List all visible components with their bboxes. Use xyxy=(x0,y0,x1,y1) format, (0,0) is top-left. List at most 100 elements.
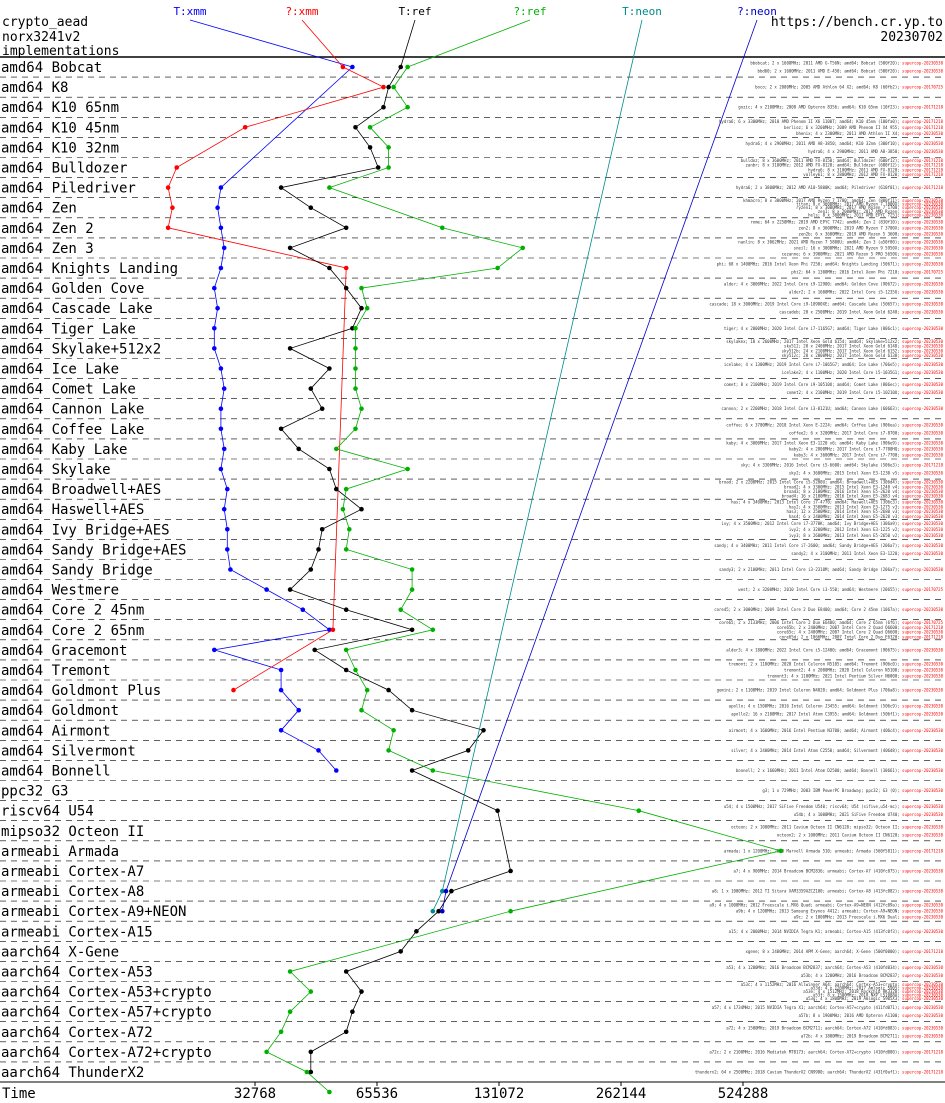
row-label: amd64 Zen 3 xyxy=(1,241,94,257)
machine-detail: titan; 8 x 3600MHz; 2017 AMD Ryzen 7 180… xyxy=(796,202,944,207)
machine-detail: boco; 2 x 2000MHz; 2005 AMD Athlon 64 X2… xyxy=(755,85,943,90)
machine-detail: icelake2; 4 x 1100MHz; 2020 Intel Core i… xyxy=(782,370,944,375)
data-point xyxy=(414,929,419,934)
data-point xyxy=(225,547,230,552)
machine-detail: thunderx2; 64 x 2500MHz; 2018 Cavium Thu… xyxy=(695,1070,944,1075)
series-line xyxy=(280,66,512,1072)
data-point xyxy=(350,64,355,70)
row-label: amd64 K10 45nm xyxy=(1,120,119,136)
data-point xyxy=(221,506,227,512)
machine-detail: sandy; 4 x 3400MHz; 2011 Intel Core i7-2… xyxy=(714,543,943,548)
x-tick-label: 32768 xyxy=(234,1086,276,1102)
data-point xyxy=(308,989,314,994)
data-point xyxy=(308,567,314,572)
row-label: riscv64 U54 xyxy=(1,804,94,820)
data-point xyxy=(381,104,386,110)
machine-detail: a9b; 4 x 1200MHz; 2013 Samsung Exynos 44… xyxy=(736,909,944,914)
row-label: amd64 Piledriver xyxy=(1,181,136,197)
row-label: amd64 Core 2 65nm xyxy=(1,623,144,639)
data-point xyxy=(312,647,318,653)
data-point xyxy=(327,466,332,472)
data-point xyxy=(340,64,346,70)
data-point xyxy=(440,908,445,914)
data-point xyxy=(225,486,230,492)
machine-detail: bulldoz; 8 x 3600MHz; 2011 AMD FX-8150; … xyxy=(741,158,944,163)
data-point xyxy=(364,305,370,311)
data-point xyxy=(386,145,391,150)
data-point xyxy=(409,707,415,713)
data-point xyxy=(212,346,217,351)
x-tick-label: 131072 xyxy=(474,1086,525,1102)
header-date: 20230702 xyxy=(880,30,943,45)
data-point xyxy=(343,607,349,612)
machine-detail: hydra6; 4 x 2900MHz; 2011 AMD A8-3850; a… xyxy=(746,141,944,146)
data-point xyxy=(405,104,410,110)
data-point xyxy=(327,1089,332,1095)
series-line xyxy=(167,66,385,691)
header-implementations: implementations xyxy=(2,44,119,59)
data-point xyxy=(242,125,248,130)
data-point xyxy=(409,567,415,572)
machine-detail: armada; 1 x 1200MHz; 2010 Marvell Armada… xyxy=(724,848,944,853)
data-point xyxy=(495,808,500,813)
data-point xyxy=(218,265,224,271)
row-label: amd64 K8 xyxy=(1,80,68,96)
machine-detail: hels; 8 x 3000MHz; 2017 AMD EPYC 7251; s… xyxy=(808,212,943,217)
row-label: amd64 Skylake xyxy=(1,462,111,478)
row-label: amd64 Goldmont xyxy=(1,703,119,719)
legend-label: ?:neon xyxy=(737,5,777,18)
machine-detail: a53e; 4 x 1512MHz; 2018 Rockchip RK3328;… xyxy=(803,989,943,994)
row-label: amd64 Comet Lake xyxy=(1,382,136,398)
data-point xyxy=(353,667,358,673)
data-point xyxy=(778,848,784,854)
data-point xyxy=(278,687,284,693)
row-label: amd64 Airmont xyxy=(1,723,111,739)
row-label: amd64 Sandy Bridge xyxy=(1,563,153,579)
machine-detail: a53b; 4 x 1200MHz; 2016 Broadcom BCM2837… xyxy=(801,973,944,978)
machine-detail: a7; 4 x 900MHz; 2014 Broadcom BCM2836; a… xyxy=(733,869,943,874)
machine-detail: phi; 68 x 1400MHz; 2016 Intel Xeon Phi 7… xyxy=(717,262,944,267)
machine-detail: alder2; 2 x 1600MHz; 2022 Intel Core i5-… xyxy=(789,290,944,295)
data-point xyxy=(165,225,171,231)
data-point xyxy=(367,125,373,130)
machine-detail: a57; 4 x 1734MHz; 2015 NVIDIA Tegra X1; … xyxy=(712,1005,944,1010)
data-point xyxy=(278,426,284,432)
data-point xyxy=(381,84,386,90)
data-point xyxy=(316,748,321,753)
data-point xyxy=(398,949,404,954)
row-label: aarch64 Cortex-A72 xyxy=(1,1025,153,1041)
machine-detail: kaby2; 4 x 2800MHz; 2017 Intel Core i7-7… xyxy=(789,446,944,451)
row-label: amd64 Knights Landing xyxy=(1,261,178,277)
data-point xyxy=(386,687,391,693)
x-axis-label: Time xyxy=(2,1086,36,1102)
row-label: armeabi Armada xyxy=(1,844,119,860)
machine-detail: phi2; 64 x 1300MHz; 2016 Intel Xeon Phi … xyxy=(791,270,943,275)
data-point xyxy=(386,748,391,753)
legend-connector xyxy=(189,19,353,68)
legend-label: ?:ref xyxy=(513,5,546,18)
data-point xyxy=(218,466,224,472)
data-point xyxy=(212,285,217,291)
row-label: amd64 Ice Lake xyxy=(1,362,119,378)
data-point xyxy=(405,64,410,70)
machine-detail: a72; 4 x 1500MHz; 2019 Broadcom BCM2711;… xyxy=(726,1025,943,1030)
data-point xyxy=(353,366,358,371)
machine-detail: comet2; 4 x 2100MHz; 2019 Intel Core i5-… xyxy=(786,390,943,395)
row-label: amd64 Bulldozer xyxy=(1,161,127,177)
machine-detail: zen1; 8 x 2000MHz; 2017 AMD Ryzen; super… xyxy=(818,209,944,214)
machine-detail: octeon; 2 x 1000MHz; 2011 Cavium Octeon … xyxy=(731,824,944,829)
data-point xyxy=(359,707,364,713)
data-point xyxy=(520,245,525,251)
machine-detail: core45; 2 x 3000MHz; 2009 Intel Core 2 D… xyxy=(714,607,943,612)
machine-detail: alder; 4 x 3000MHz; 2022 Intel Core i9-1… xyxy=(724,282,944,287)
row-label: amd64 Sandy Bridge+AES xyxy=(1,542,186,558)
legend-connector xyxy=(407,19,531,68)
row-separators xyxy=(0,76,945,1063)
row-label: amd64 Westmere xyxy=(1,583,119,599)
data-point xyxy=(375,165,381,170)
data-point xyxy=(225,527,230,532)
data-point xyxy=(391,728,396,733)
data-point xyxy=(495,265,500,271)
machine-detail: hydra6; 8 x 3100MHz; 2011 AMD FX-8120; s… xyxy=(808,167,943,172)
